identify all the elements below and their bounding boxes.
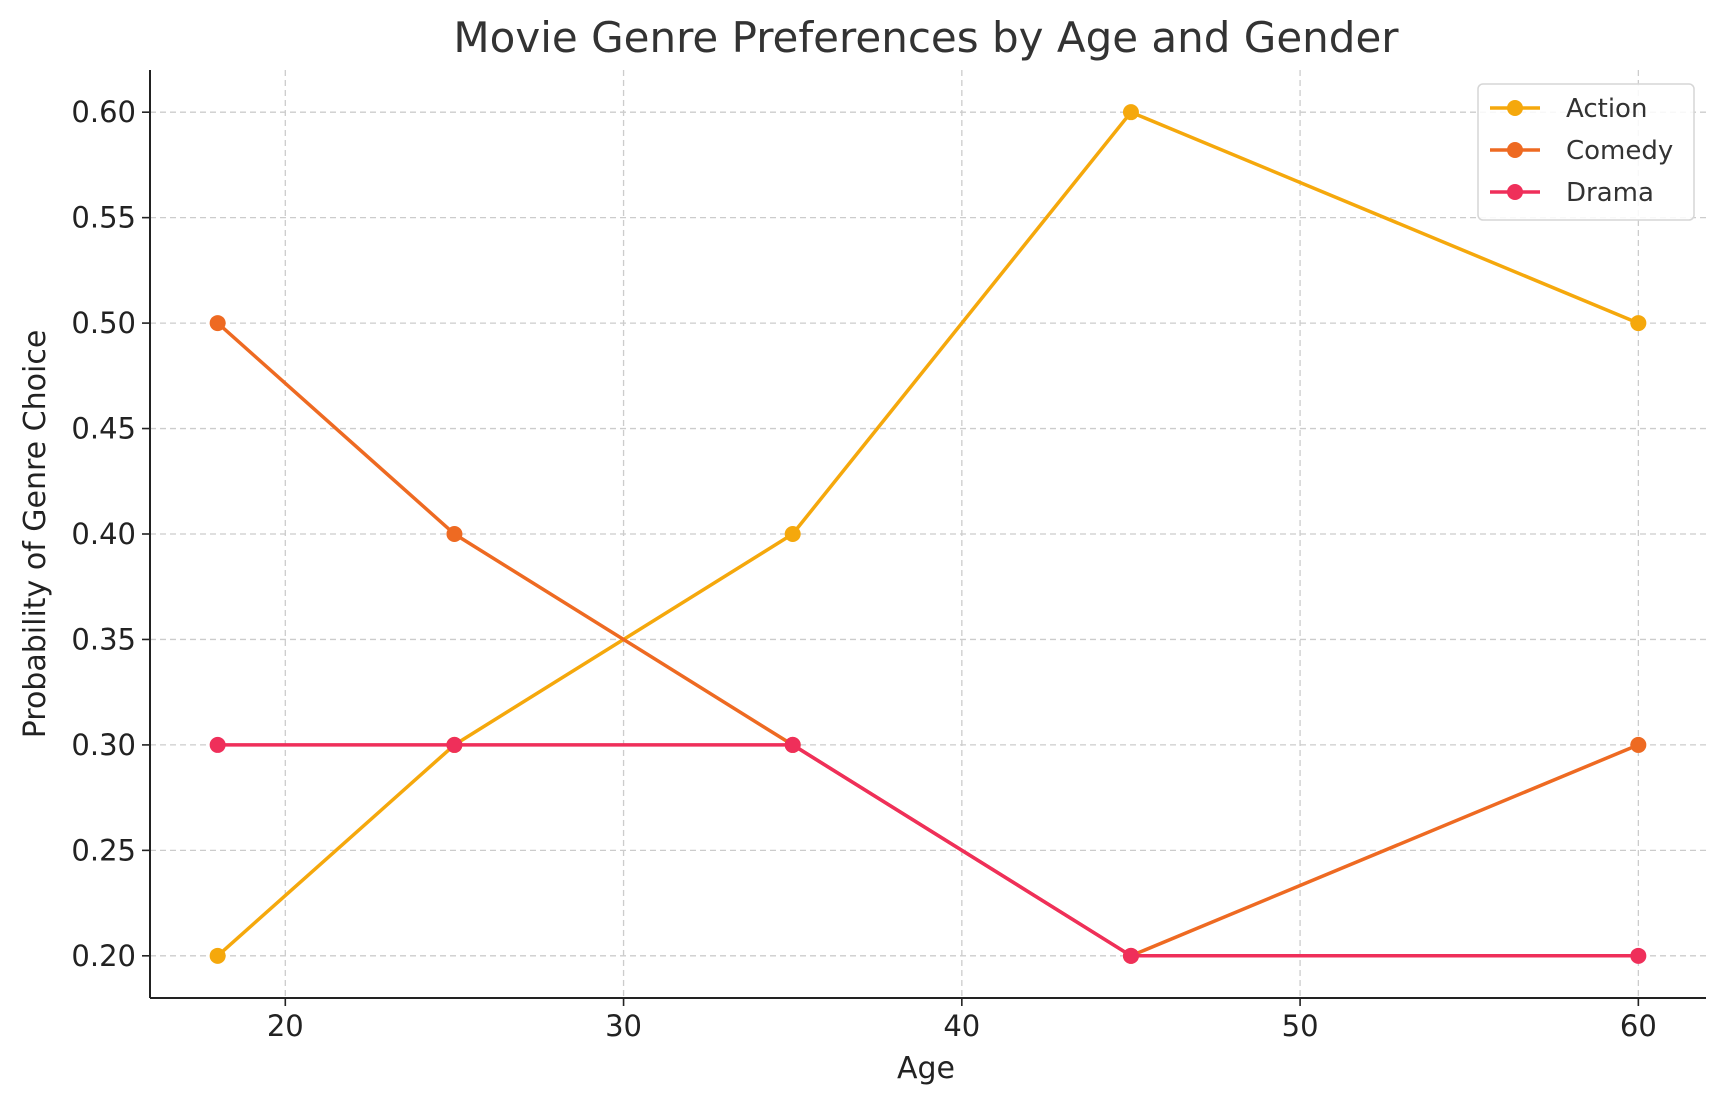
data-point-drama	[446, 736, 463, 753]
data-point-action	[784, 526, 801, 542]
y-tick-label: 0.35	[71, 622, 136, 656]
data-point-action	[209, 947, 226, 964]
x-axis-label: Age	[897, 1051, 955, 1086]
legend-item-comedy: Comedy	[1490, 136, 1673, 166]
series-drama	[209, 736, 1647, 964]
data-point-drama	[1122, 947, 1139, 964]
legend-label: Drama	[1566, 178, 1654, 208]
grid-lines	[150, 70, 1706, 998]
legend-item-action: Action	[1490, 94, 1647, 124]
x-tick-label: 50	[1282, 1009, 1319, 1043]
legend-item-drama: Drama	[1490, 178, 1654, 208]
y-tick-label: 0.55	[71, 201, 136, 235]
legend-swatch-marker	[1507, 184, 1523, 200]
legend-label: Action	[1566, 94, 1647, 124]
y-tick-label: 0.60	[71, 95, 136, 129]
y-tick-label: 0.25	[71, 833, 136, 867]
x-tick-label: 30	[605, 1009, 642, 1043]
chart-title: Movie Genre Preferences by Age and Gende…	[453, 13, 1399, 62]
data-point-comedy	[209, 315, 226, 332]
legend-box	[1477, 83, 1695, 221]
x-tick-label: 60	[1620, 1009, 1657, 1043]
tick-labels: 20 30 40 50 60 0.20 0.25 0.30 0.35 0.40 0.45 0.50 0.…	[71, 95, 1656, 1043]
series-action	[209, 104, 1647, 964]
y-tick-label: 0.45	[71, 412, 136, 446]
data-point-drama	[1630, 947, 1647, 964]
x-tick-label: 40	[943, 1009, 980, 1043]
data-point-action	[1630, 315, 1647, 332]
data-point-action	[1122, 104, 1139, 121]
y-tick-label: 0.50	[71, 306, 136, 340]
data-point-drama	[784, 736, 801, 753]
data-point-comedy	[446, 526, 463, 542]
x-tick-label: 20	[267, 1009, 304, 1043]
series-layer	[209, 104, 1647, 964]
y-tick-label: 0.30	[71, 728, 136, 762]
legend-label: Comedy	[1566, 136, 1673, 166]
y-tick-label: 0.20	[71, 939, 136, 973]
data-point-comedy	[1630, 736, 1647, 753]
y-tick-label: 0.40	[71, 517, 136, 551]
y-axis-label: Probability of Genre Choice	[18, 330, 53, 739]
legend-swatch-marker	[1507, 100, 1523, 116]
legend-swatch-marker	[1507, 142, 1523, 158]
data-point-drama	[209, 736, 226, 753]
legend: Action Comedy Drama	[1477, 83, 1695, 221]
